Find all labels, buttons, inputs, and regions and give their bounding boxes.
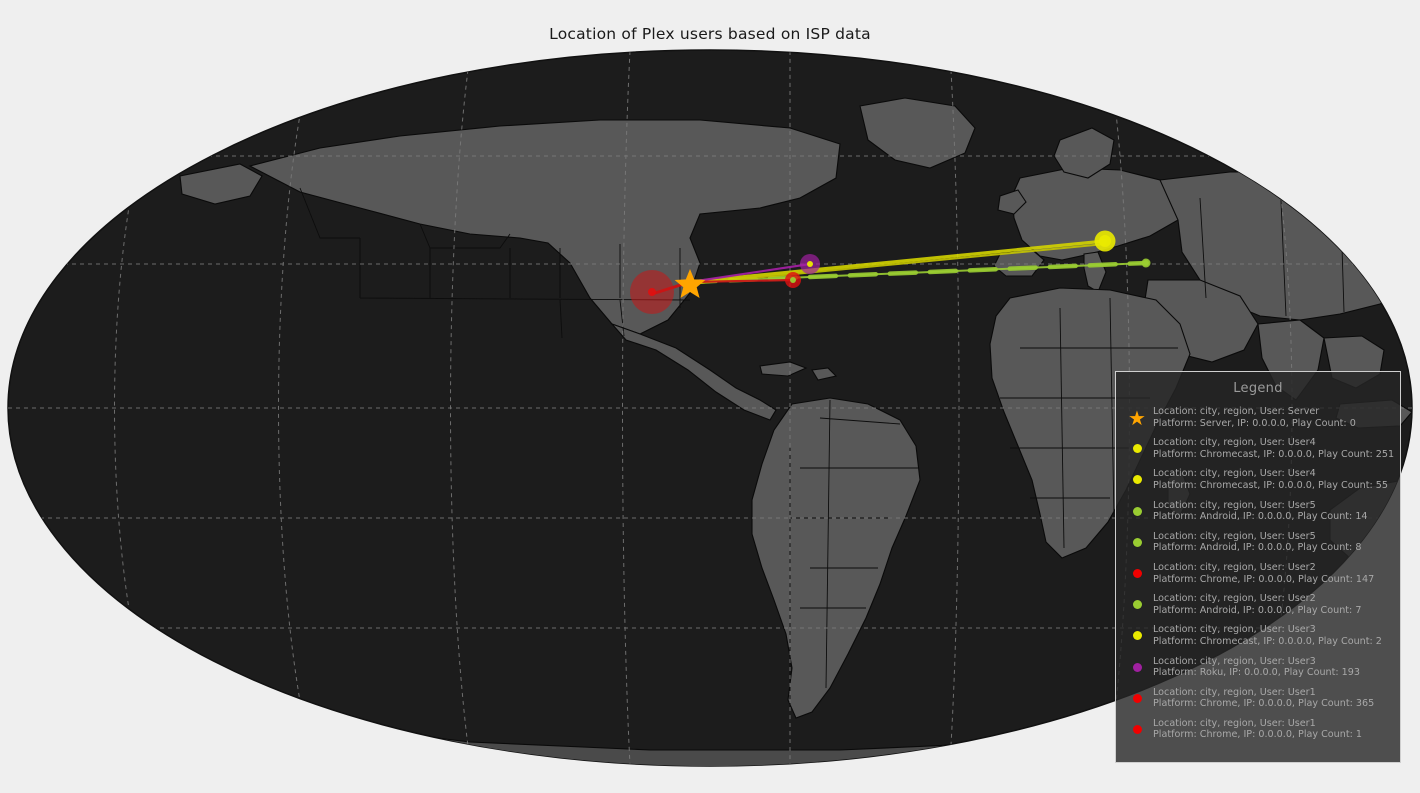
connection-line [688, 239, 1107, 284]
legend-item-line1: Location: city, region, User: User5 [1153, 530, 1316, 542]
circle-marker-icon [1126, 469, 1148, 491]
marker-user4-chromecast-55[interactable] [1099, 235, 1111, 247]
marker-user3-chromecast-2[interactable] [807, 261, 813, 267]
legend-item-line2: Platform: Chrome, IP: 0.0.0.0, Play Coun… [1153, 729, 1362, 741]
legend-item[interactable]: Location: city, region, User: User2 Plat… [1120, 589, 1396, 620]
legend-item-text: Location: city, region, User: User3 Plat… [1153, 624, 1382, 647]
legend-item-text: Location: city, region, User: User5 Plat… [1153, 500, 1368, 523]
legend-title: Legend [1233, 381, 1283, 396]
legend-item-text: Location: city, region, User: User2 Plat… [1153, 562, 1374, 585]
circle-marker-icon [1126, 687, 1148, 709]
circle-marker-icon [1126, 500, 1148, 522]
circle-marker-icon [1126, 656, 1148, 678]
legend-item-line2: Platform: Chromecast, IP: 0.0.0.0, Play … [1153, 635, 1382, 647]
legend-item-line2: Platform: Android, IP: 0.0.0.0, Play Cou… [1153, 542, 1362, 554]
legend-item[interactable]: Location: city, region, User: User4 Plat… [1120, 433, 1396, 464]
legend-item-text: Location: city, region, User: User1 Plat… [1153, 687, 1374, 710]
legend-item[interactable]: Location: city, region, User: User4 Plat… [1120, 464, 1396, 495]
marker-user2-android-7[interactable] [790, 277, 796, 283]
legend-item-line2: Platform: Chromecast, IP: 0.0.0.0, Play … [1153, 479, 1388, 491]
legend-item-text: Location: city, region, User: User4 Plat… [1153, 468, 1388, 491]
marker-user1-chrome-1[interactable] [648, 288, 656, 296]
legend-item-line2: Platform: Roku, IP: 0.0.0.0, Play Count:… [1153, 667, 1360, 679]
marker-server-star[interactable] [674, 269, 706, 298]
legend-item[interactable]: Location: city, region, User: User3 Plat… [1120, 652, 1396, 683]
legend-item-line1: Location: city, region, User: Server [1153, 406, 1320, 417]
user-markers [630, 230, 1151, 314]
legend-item-line1: Location: city, region, User: User4 [1153, 437, 1316, 449]
connection-line [688, 262, 812, 284]
page-title: Location of Plex users based on ISP data [549, 25, 871, 43]
circle-marker-icon [1126, 438, 1148, 460]
legend-item-line2: Platform: Chromecast, IP: 0.0.0.0, Play … [1153, 448, 1395, 460]
legend-item[interactable]: Location: city, region, User: User5 Plat… [1120, 527, 1396, 558]
marker-user5-android-8[interactable] [1143, 260, 1149, 266]
connection-line [689, 243, 1106, 285]
legend-item-line2: Platform: Android, IP: 0.0.0.0, Play Cou… [1153, 604, 1362, 616]
legend-item-line2: Platform: Chrome, IP: 0.0.0.0, Play Coun… [1153, 573, 1375, 585]
legend-item-line2: Platform: Chrome, IP: 0.0.0.0, Play Coun… [1153, 698, 1375, 710]
legend-item-line2: Platform: Server, IP: 0.0.0.0, Play Coun… [1153, 417, 1356, 429]
legend-item-text: Location: city, region, User: User1 Plat… [1153, 718, 1362, 741]
legend-item-line1: Location: city, region, User: User3 [1153, 655, 1316, 667]
legend-item[interactable]: Location: city, region, User: User1 Plat… [1120, 683, 1396, 714]
circle-marker-icon [1126, 563, 1148, 585]
legend-item-line1: Location: city, region, User: User3 [1153, 624, 1316, 636]
legend-item[interactable]: Location: city, region, User: User5 Plat… [1120, 496, 1396, 527]
legend-item-text: Location: city, region, User: User4 Plat… [1153, 437, 1394, 460]
circle-marker-icon [1126, 625, 1148, 647]
legend-item-text: Location: city, region, User: User3 Plat… [1153, 656, 1360, 679]
circle-marker-icon [1126, 718, 1148, 740]
world-map [0, 48, 1420, 768]
legend-item-line1: Location: city, region, User: User2 [1153, 593, 1316, 605]
legend-item-line1: Location: city, region, User: User5 [1153, 499, 1316, 511]
legend-item-text: Location: city, region, User: User2 Plat… [1153, 593, 1361, 616]
legend-item[interactable]: Location: city, region, User: User3 Plat… [1120, 620, 1396, 651]
legend-item-line1: Location: city, region, User: User1 [1153, 717, 1316, 729]
legend-item-line1: Location: city, region, User: User4 [1153, 468, 1316, 480]
connection-line [689, 262, 1147, 283]
legend-item[interactable]: Location: city, region, User: User2 Plat… [1120, 558, 1396, 589]
legend-item[interactable]: Location: city, region, User: User1 Plat… [1120, 714, 1396, 745]
legend-item-text: Location: city, region, User: User5 Plat… [1153, 531, 1361, 554]
legend-item[interactable]: ★ Location: city, region, User: Server P… [1120, 402, 1396, 433]
legend-panel: Legend ★ Location: city, region, User: S… [1115, 371, 1401, 763]
legend-entry-list: ★ Location: city, region, User: Server P… [1116, 402, 1400, 745]
legend-item-text: Location: city, region, User: Server Pla… [1153, 406, 1356, 429]
legend-item-line1: Location: city, region, User: User1 [1153, 686, 1316, 698]
connection-lines [650, 239, 1149, 296]
circle-marker-icon [1126, 594, 1148, 616]
map-canvas [7, 49, 1413, 767]
connection-line [688, 278, 795, 284]
star-icon: ★ [1128, 405, 1146, 430]
legend-item-line1: Location: city, region, User: User2 [1153, 561, 1316, 573]
legend-item-line2: Platform: Android, IP: 0.0.0.0, Play Cou… [1153, 511, 1368, 523]
circle-marker-icon [1126, 531, 1148, 553]
